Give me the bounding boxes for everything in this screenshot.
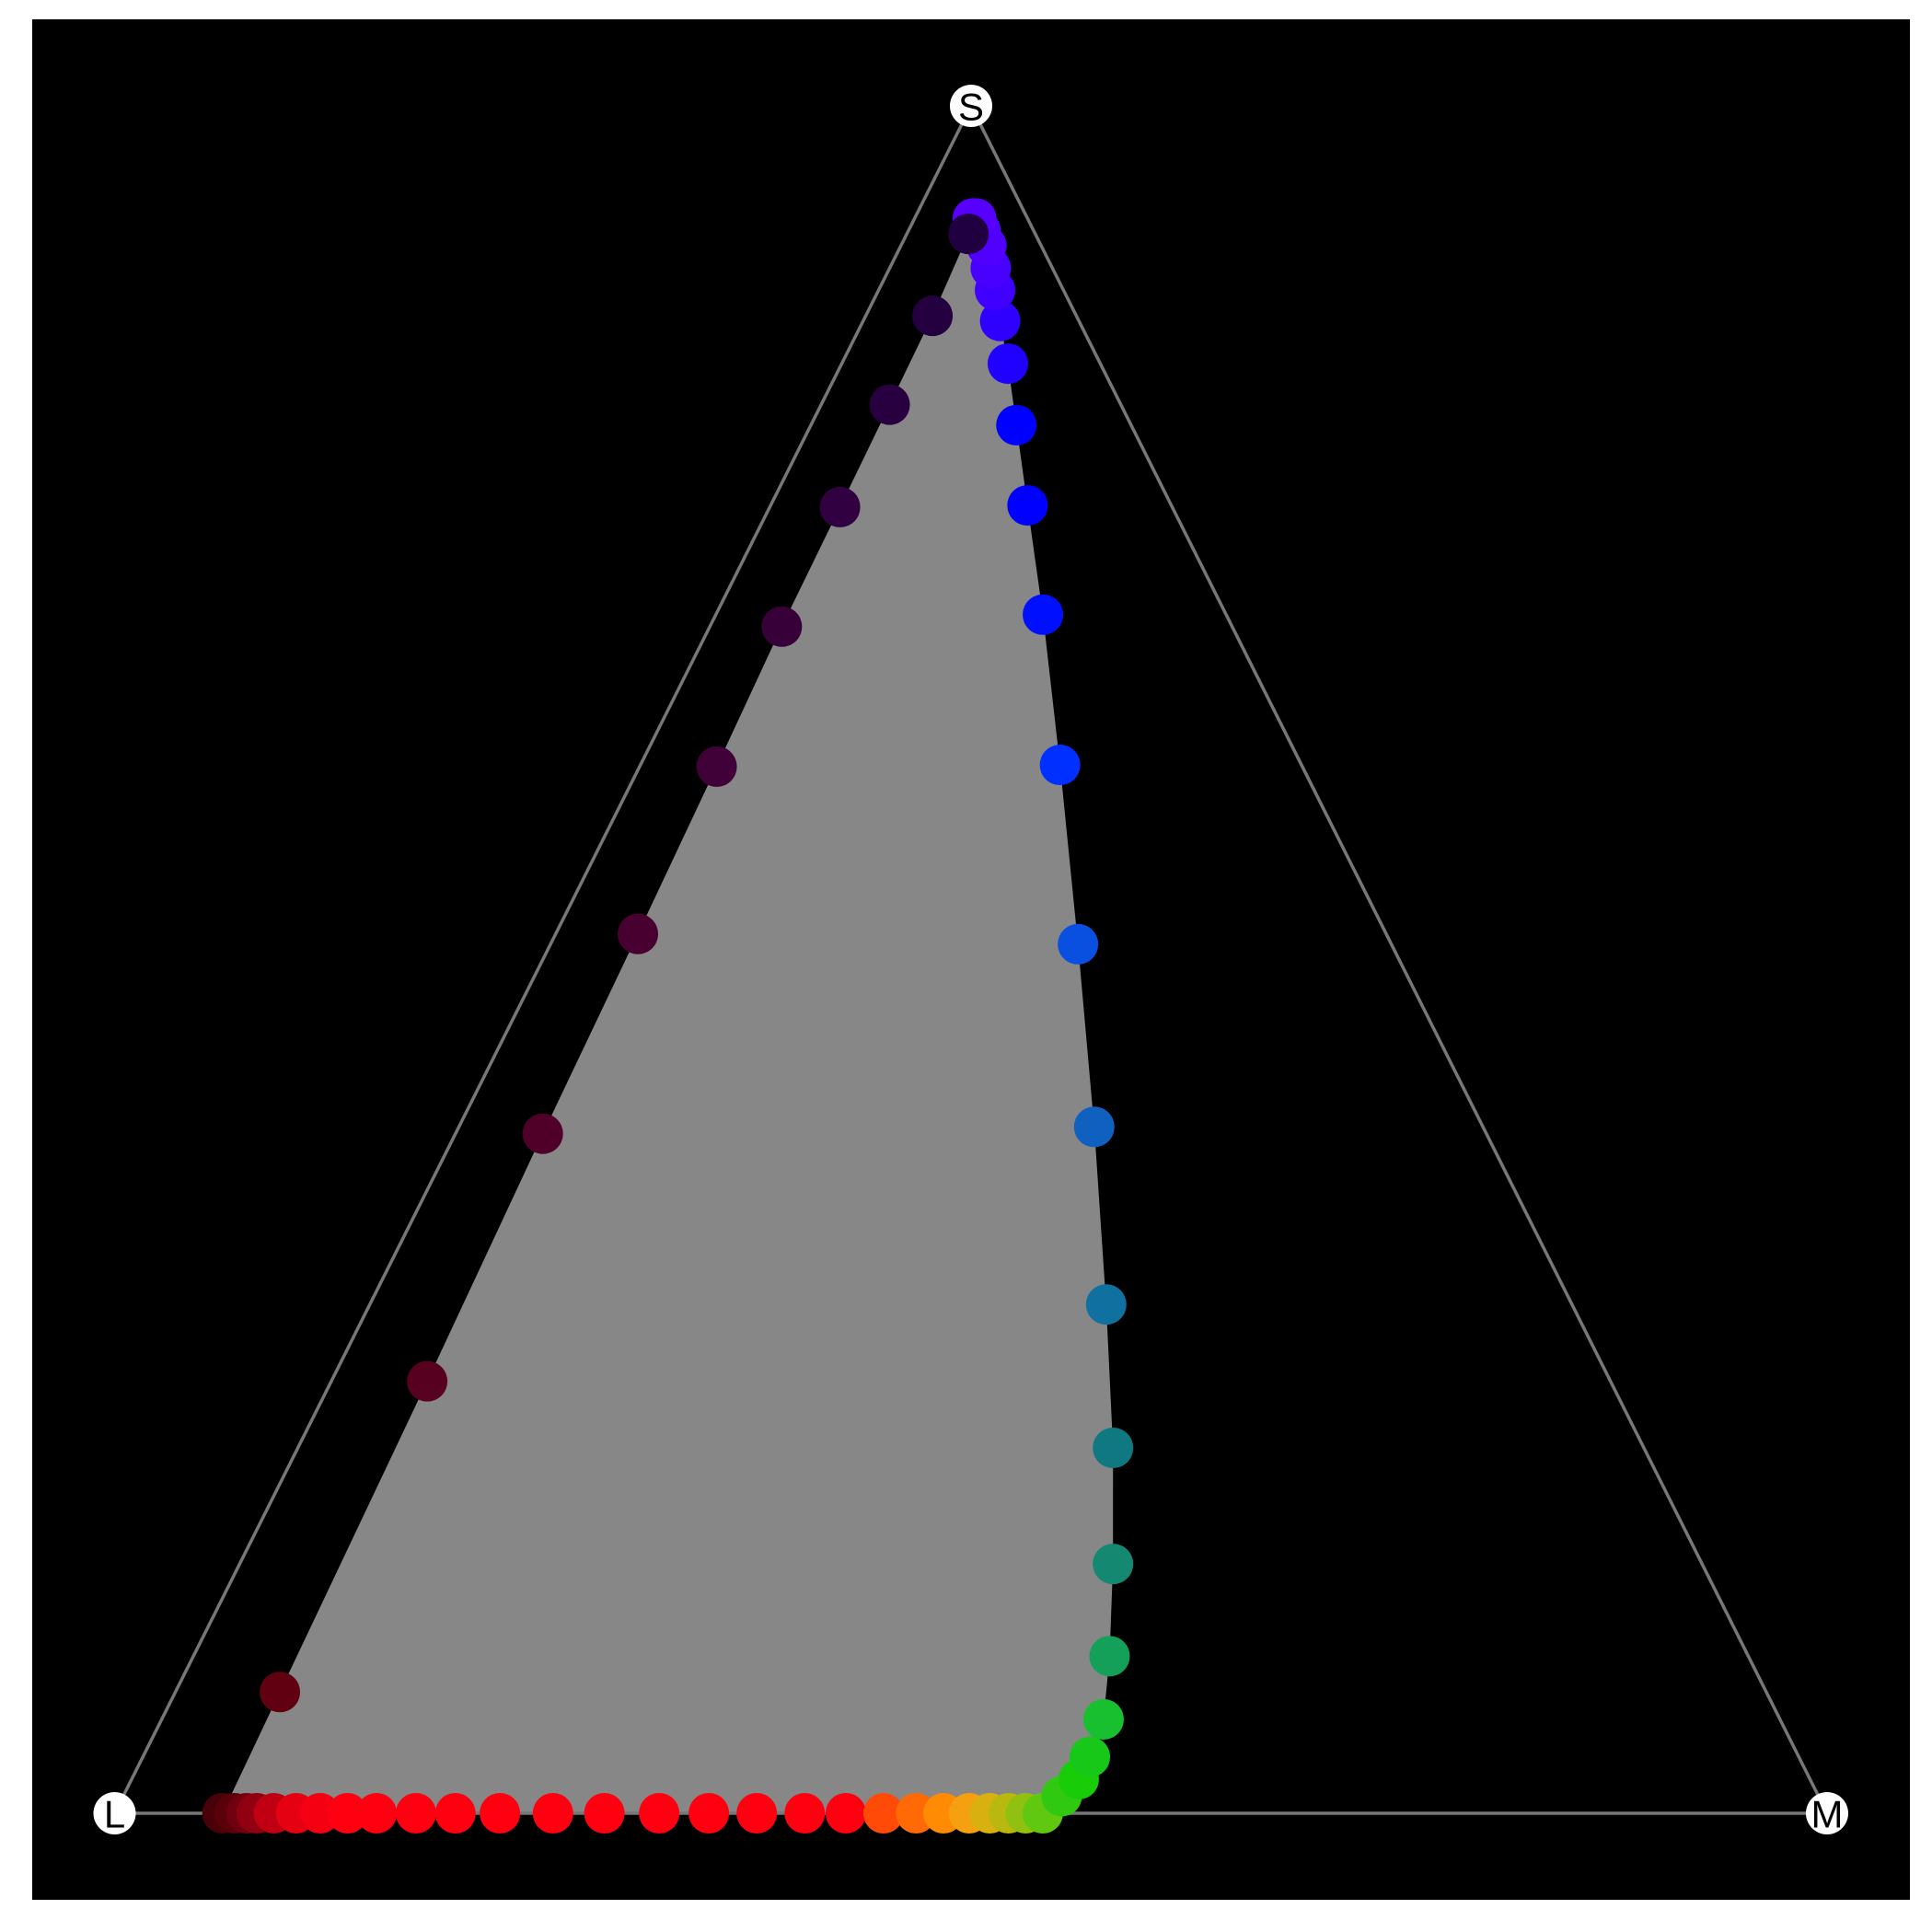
triangle-edge (969, 105, 1829, 1814)
locus-point (260, 1672, 301, 1713)
locus-point (1007, 485, 1048, 526)
locus-point (912, 295, 954, 337)
locus-point (1023, 594, 1064, 635)
locus-point (736, 1793, 778, 1834)
locus-point (356, 1793, 398, 1834)
corner-label: S (958, 86, 984, 129)
locus-point (819, 486, 861, 527)
locus-point (979, 300, 1021, 341)
locus-point (395, 1793, 436, 1834)
locus-point (480, 1793, 521, 1834)
locus-point (327, 1793, 368, 1834)
locus-point (1082, 1698, 1124, 1740)
locus-point (1089, 1636, 1130, 1677)
locus-point (584, 1793, 625, 1834)
corner-marker (93, 1792, 136, 1834)
locus-point (434, 1793, 476, 1834)
locus-point (862, 1793, 904, 1834)
corner-label: L (104, 1793, 125, 1836)
gamut-area (222, 218, 1114, 1814)
corner-label: M (1811, 1793, 1844, 1836)
locus-point (784, 1793, 826, 1834)
locus-point (696, 746, 737, 787)
locus-point (522, 1113, 563, 1154)
locus-point (825, 1793, 866, 1834)
locus-point (1093, 1544, 1134, 1585)
corner-marker (1806, 1792, 1848, 1834)
locus-point (1058, 923, 1099, 965)
locus-point (618, 913, 659, 954)
locus-point (761, 606, 803, 647)
locus-point (688, 1793, 730, 1834)
locus-point (532, 1793, 573, 1834)
locus-point (1093, 1428, 1134, 1469)
locus-point (1070, 1736, 1111, 1777)
locus-point (996, 404, 1037, 445)
corner-marker (950, 85, 992, 127)
locus-point (1039, 745, 1081, 786)
locus-point (948, 214, 989, 255)
locus-point (1073, 1106, 1115, 1148)
triangle-edge (112, 105, 973, 1814)
locus-point (869, 384, 910, 425)
locus-point (639, 1793, 680, 1834)
locus-point (1085, 1284, 1127, 1325)
locus-point (987, 343, 1028, 385)
locus-point (407, 1360, 448, 1402)
